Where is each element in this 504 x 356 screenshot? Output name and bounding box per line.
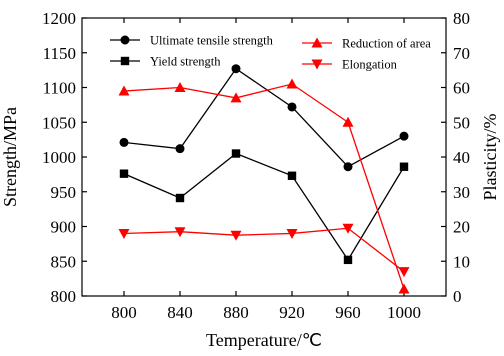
y-left-tick-label: 1000 bbox=[42, 148, 76, 167]
data-point bbox=[118, 228, 130, 239]
data-point bbox=[343, 255, 353, 265]
data-point bbox=[175, 144, 185, 154]
legend: Ultimate tensile strength Yield strength R… bbox=[110, 34, 431, 72]
y-right-tick-label: 0 bbox=[453, 287, 462, 306]
data-point bbox=[174, 227, 186, 238]
y-right-tick-label: 10 bbox=[453, 252, 470, 271]
y-left-tick-label: 1100 bbox=[43, 79, 76, 98]
legend-item: Yield strength bbox=[110, 55, 221, 69]
legend-item: Ultimate tensile strength bbox=[110, 34, 274, 48]
y-left-tick-label: 950 bbox=[51, 183, 77, 202]
y-right-tick-label: 80 bbox=[453, 9, 470, 28]
series-1 bbox=[119, 149, 409, 265]
data-point bbox=[342, 223, 354, 234]
y-right-tick-label: 60 bbox=[453, 79, 470, 98]
y-right-tick-label: 70 bbox=[453, 44, 470, 63]
legend-marker bbox=[120, 56, 130, 66]
y-left-tick-label: 800 bbox=[51, 287, 77, 306]
data-point bbox=[286, 78, 298, 89]
series-0 bbox=[119, 64, 409, 172]
legend-label: Yield strength bbox=[150, 55, 221, 69]
legend-item: Elongation bbox=[302, 58, 398, 72]
y-left-tick-label: 1200 bbox=[42, 9, 76, 28]
x-tick-label: 880 bbox=[223, 303, 249, 322]
x-tick-label: 960 bbox=[335, 303, 361, 322]
series-2 bbox=[118, 78, 410, 294]
data-point bbox=[175, 193, 185, 203]
series-layer bbox=[118, 64, 410, 294]
y-left-tick-label: 900 bbox=[51, 218, 77, 237]
legend-label: Reduction of area bbox=[342, 37, 431, 51]
series-line bbox=[123, 67, 405, 168]
x-tick-label: 920 bbox=[279, 303, 305, 322]
data-point bbox=[119, 137, 129, 147]
data-point bbox=[287, 102, 297, 112]
data-point bbox=[286, 228, 298, 239]
y-axis-right-title: Plasticity/% bbox=[480, 114, 500, 201]
data-point bbox=[118, 85, 130, 96]
y-left-tick-label: 850 bbox=[51, 252, 77, 271]
series-line bbox=[123, 227, 405, 273]
y-axis-left-title: Strength/MPa bbox=[0, 107, 20, 207]
axes-layer: 800 840 880 920 960 1000800850900950100010501… bbox=[42, 9, 470, 322]
legend-marker bbox=[311, 37, 323, 48]
legend-label: Elongation bbox=[342, 58, 398, 72]
series-line bbox=[123, 83, 405, 290]
data-point bbox=[398, 283, 410, 294]
data-point bbox=[287, 171, 297, 180]
legend-label: Ultimate tensile strength bbox=[150, 34, 274, 48]
legend-item: Reduction of area bbox=[302, 37, 431, 51]
legend-marker bbox=[120, 35, 130, 45]
y-left-tick-label: 1150 bbox=[43, 44, 76, 63]
data-point bbox=[398, 267, 410, 278]
data-point bbox=[342, 116, 354, 127]
data-point bbox=[230, 230, 242, 241]
x-tick-label: 840 bbox=[167, 303, 193, 322]
y-right-tick-label: 40 bbox=[453, 148, 470, 167]
data-point bbox=[399, 131, 409, 141]
data-point bbox=[399, 162, 409, 171]
x-tick-label: 800 bbox=[111, 303, 137, 322]
y-right-tick-label: 20 bbox=[453, 218, 470, 237]
series-3 bbox=[118, 223, 410, 278]
data-point bbox=[231, 64, 241, 74]
y-right-tick-label: 30 bbox=[453, 183, 470, 202]
data-point bbox=[174, 82, 186, 92]
legend-marker bbox=[311, 59, 323, 70]
data-point bbox=[343, 162, 353, 172]
data-point bbox=[230, 92, 242, 103]
data-point bbox=[119, 169, 129, 178]
series-line bbox=[123, 152, 405, 262]
y-left-tick-label: 1050 bbox=[42, 113, 76, 132]
data-point bbox=[231, 149, 241, 158]
y-right-tick-label: 50 bbox=[453, 113, 470, 132]
x-tick-label: 1000 bbox=[387, 303, 421, 322]
x-axis-title: Temperature/℃ bbox=[206, 330, 322, 350]
